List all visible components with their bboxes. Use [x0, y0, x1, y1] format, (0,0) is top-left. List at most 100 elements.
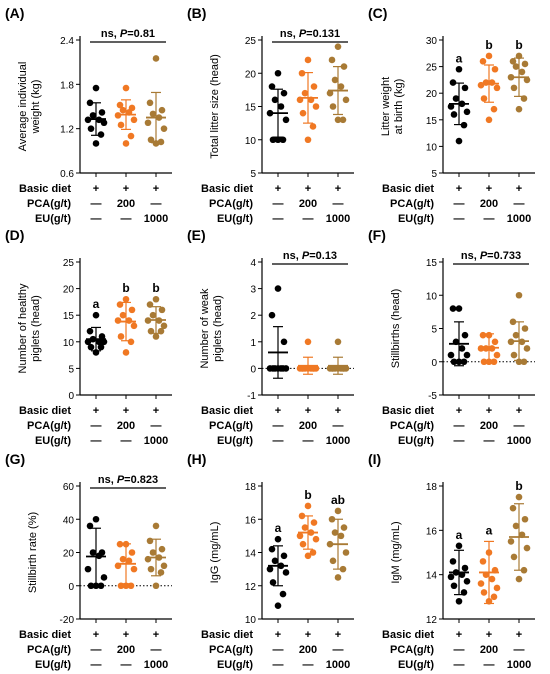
treatment-row-label: EU(g/t) — [398, 213, 434, 225]
treatment-mark: — — [151, 198, 162, 210]
y-tick-label: 0 — [431, 358, 437, 369]
data-point — [274, 365, 282, 372]
data-point — [160, 322, 168, 330]
data-point — [479, 57, 487, 65]
treatment-mark: — — [273, 644, 284, 656]
data-point — [125, 317, 133, 324]
data-point — [130, 322, 138, 330]
data-point — [152, 140, 160, 147]
treatment-row-label: PCA(g/t) — [209, 420, 253, 432]
panel-g: (G) Stillbirth rate (%) -20 0 20 40 60 ns, P=0.… — [5, 451, 172, 671]
y-tick-label: 0 — [68, 391, 74, 402]
y-tick-label: 2.4 — [60, 36, 74, 47]
data-point — [97, 582, 105, 590]
treatment-mark: — — [454, 659, 465, 671]
data-point — [493, 84, 501, 92]
data-point — [122, 295, 130, 303]
panel-label: (F) — [368, 227, 386, 243]
y-tick-label: 16 — [426, 526, 438, 537]
data-point — [463, 578, 471, 585]
significance-letter: a — [456, 51, 463, 65]
y-axis-label: Number of healthypiglets (head) — [17, 283, 42, 373]
treatment-mark: — — [91, 420, 102, 432]
treatment-mark: + — [93, 183, 99, 195]
treatment-mark: — — [273, 420, 284, 432]
data-point — [485, 597, 493, 605]
treatment-mark: + — [275, 183, 281, 195]
data-point — [298, 69, 306, 77]
data-point — [310, 83, 318, 90]
data-point — [452, 95, 460, 102]
data-point — [127, 338, 135, 346]
treatment-mark: 200 — [299, 198, 317, 210]
data-point — [147, 565, 155, 573]
data-point — [95, 338, 103, 346]
treatment-mark: — — [273, 435, 284, 447]
significance-value: =0.81 — [127, 28, 155, 40]
treatment-mark: — — [121, 435, 132, 447]
data-point — [515, 358, 523, 366]
treatment-row-label: EU(g/t) — [217, 213, 253, 225]
data-point — [130, 116, 138, 124]
y-tick-label: 60 — [63, 482, 75, 493]
data-point — [460, 358, 468, 366]
y-tick-label: 5 — [68, 364, 74, 375]
treatment-mark: + — [456, 405, 462, 417]
data-point — [146, 537, 154, 545]
data-point — [512, 331, 520, 339]
treatment-mark: + — [305, 183, 311, 195]
y-tick-label: 40 — [63, 515, 75, 526]
significance-letter: b — [122, 281, 129, 295]
data-point — [510, 351, 518, 359]
data-point — [117, 121, 125, 129]
y-axis-label-line: Litter weight — [380, 77, 392, 136]
data-point — [149, 110, 157, 118]
treatment-mark: — — [484, 435, 495, 447]
y-tick-label: 10 — [426, 291, 438, 302]
data-point — [328, 56, 336, 64]
data-point — [277, 103, 285, 110]
treatment-mark: — — [454, 213, 465, 225]
data-point — [447, 351, 455, 359]
data-point — [122, 582, 130, 590]
data-point — [488, 79, 496, 86]
y-tick-label: 5 — [250, 169, 256, 180]
data-point — [157, 138, 165, 146]
data-point — [485, 52, 493, 60]
treatment-mark: 1000 — [326, 435, 350, 447]
data-point — [521, 60, 529, 68]
data-point — [269, 365, 277, 372]
treatment-row-label: Basic diet — [19, 183, 71, 195]
y-tick-label: 0 — [68, 582, 74, 593]
treatment-row-label: Basic diet — [19, 405, 71, 417]
data-point — [310, 519, 318, 526]
treatment-row-label: Basic diet — [382, 405, 434, 417]
data-point — [510, 84, 518, 92]
treatment-mark: 1000 — [507, 435, 531, 447]
panel-label: (B) — [187, 5, 206, 21]
significance-p: P — [120, 28, 128, 40]
data-point — [149, 549, 157, 556]
y-tick-label: -5 — [428, 391, 437, 402]
data-point — [114, 317, 122, 324]
y-tick-label: 30 — [426, 36, 438, 47]
significance-letter: a — [486, 523, 493, 537]
data-point — [339, 565, 347, 573]
data-point — [339, 365, 347, 372]
treatment-row-label: PCA(g/t) — [27, 420, 71, 432]
y-axis-label: Total litter size (head) — [209, 54, 221, 159]
data-point — [268, 83, 276, 90]
data-point — [98, 109, 106, 116]
treatment-mark: + — [486, 183, 492, 195]
y-axis-label-line: at birth (kg) — [393, 79, 405, 135]
y-tick-label: 10 — [245, 136, 257, 147]
treatment-mark: 1000 — [144, 213, 168, 225]
treatment-row-label: Basic diet — [201, 183, 253, 195]
data-point — [515, 105, 523, 113]
data-point — [146, 301, 154, 308]
significance-letter: ab — [331, 493, 345, 507]
significance-letter: a — [93, 297, 100, 311]
y-tick-label: 0 — [250, 364, 256, 375]
data-point — [304, 136, 312, 144]
data-point — [510, 553, 518, 561]
